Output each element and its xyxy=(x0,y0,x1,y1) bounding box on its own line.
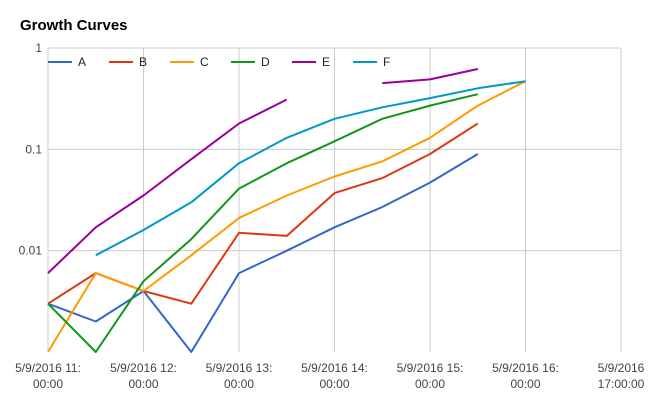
y-tick-label: 1 xyxy=(35,41,42,55)
grid xyxy=(47,47,622,352)
x-tick-label-line2: 00:00 xyxy=(128,377,158,391)
x-tick-label-line2: 00:00 xyxy=(415,377,445,391)
series-line-C xyxy=(47,80,526,353)
series-line-D xyxy=(47,93,479,353)
x-tick-label-line2: 00:00 xyxy=(510,377,540,391)
x-tick-label: 5/9/2016 16: xyxy=(492,361,559,375)
y-axis: 1 0.1 0.01 xyxy=(19,41,43,258)
series-line-E xyxy=(47,68,479,274)
legend-label-E: E xyxy=(322,55,330,69)
x-tick-label-line2: 00:00 xyxy=(33,377,63,391)
series-lines xyxy=(47,68,526,353)
legend-label-B: B xyxy=(139,55,147,69)
x-tick-label: 5/9/2016 12: xyxy=(110,361,177,375)
x-tick-label-line2: 00:00 xyxy=(319,377,349,391)
legend-label-D: D xyxy=(261,55,270,69)
y-tick-label: 0.1 xyxy=(25,142,42,156)
x-axis: 5/9/2016 11: 00:00 5/9/2016 12: 00:00 5/9/20… xyxy=(15,361,645,391)
legend: A B C D E F xyxy=(48,55,390,69)
legend-label-A: A xyxy=(78,55,86,69)
legend-label-F: F xyxy=(383,55,390,69)
x-tick-label: 5/9/2016 xyxy=(598,361,645,375)
chart-title: Growth Curves xyxy=(20,17,128,34)
x-tick-label: 5/9/2016 15: xyxy=(397,361,464,375)
x-tick-label: 5/9/2016 13: xyxy=(206,361,273,375)
y-tick-label: 0.01 xyxy=(19,244,43,258)
x-tick-label: 5/9/2016 14: xyxy=(301,361,368,375)
legend-label-C: C xyxy=(200,55,209,69)
x-tick-label-line2: 17:00:00 xyxy=(598,377,645,391)
series-line-A xyxy=(47,153,479,353)
x-tick-label-line2: 00:00 xyxy=(224,377,254,391)
x-tick-label: 5/9/2016 11: xyxy=(15,361,81,375)
series-line-F xyxy=(95,80,526,257)
